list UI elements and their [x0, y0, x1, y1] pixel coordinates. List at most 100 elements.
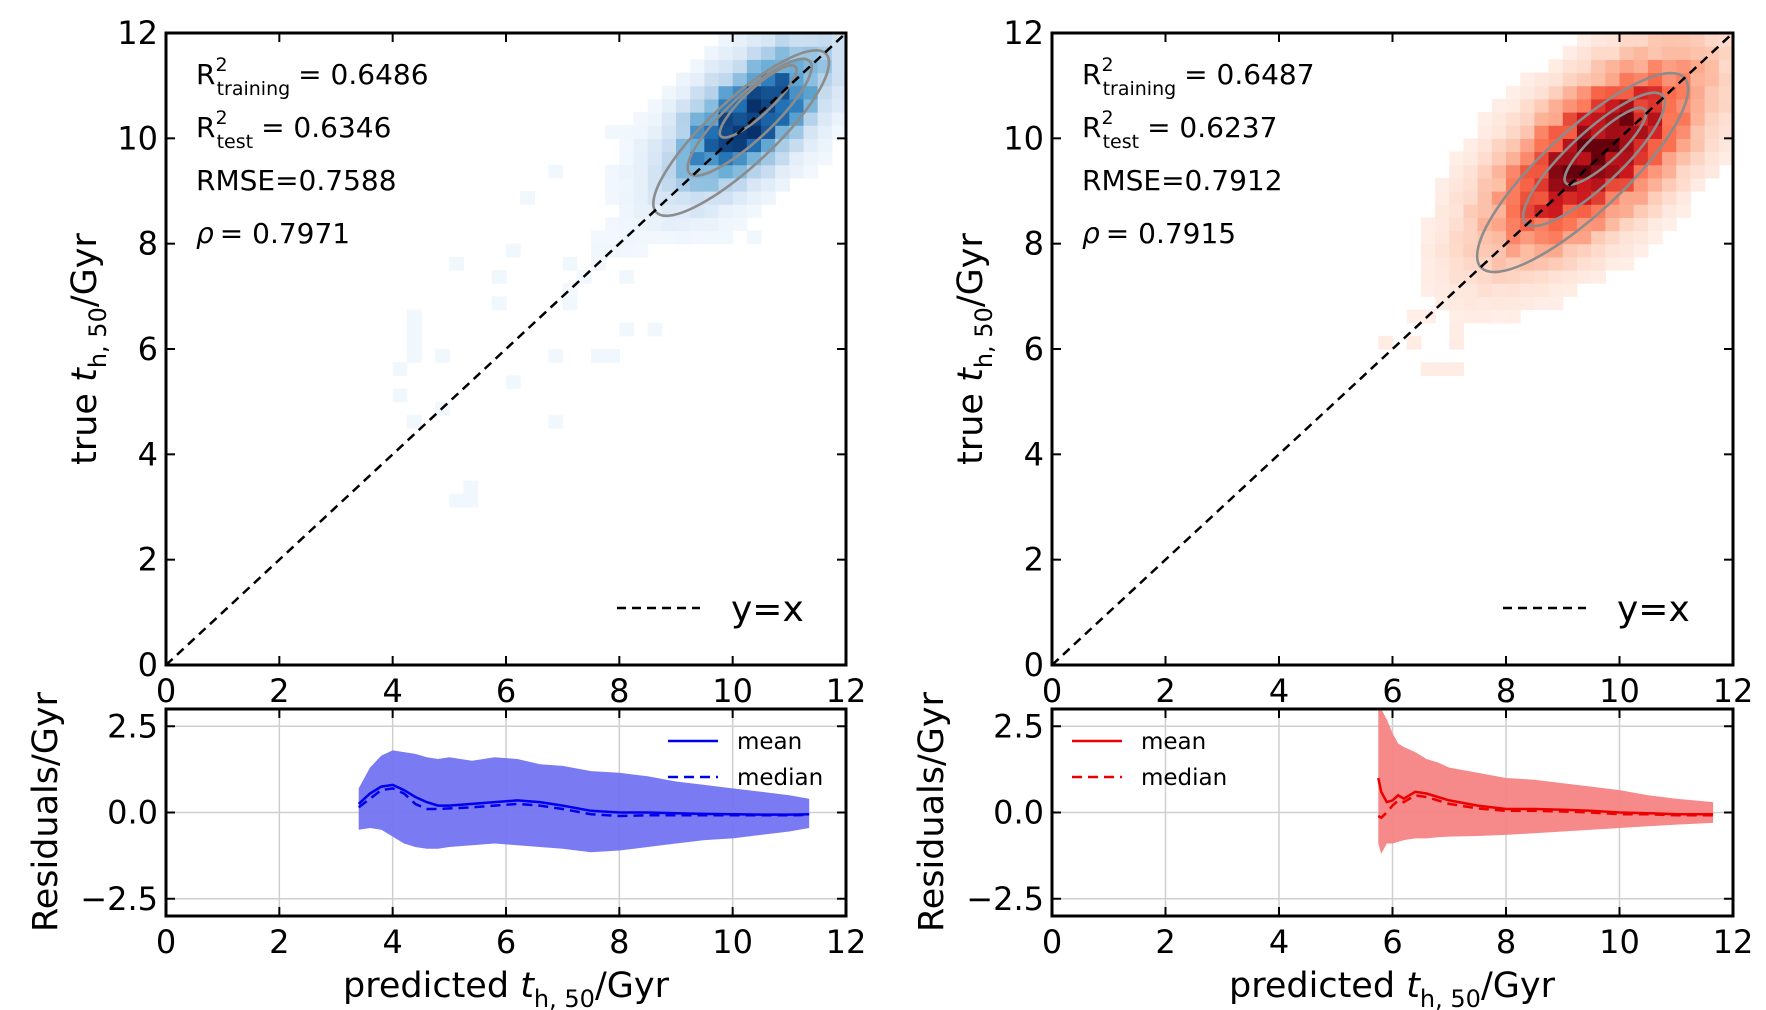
density-bin	[1506, 112, 1521, 126]
density-bin	[704, 72, 720, 87]
density-bin	[1477, 309, 1493, 324]
density-bin	[746, 59, 762, 74]
density-contour	[718, 64, 798, 139]
density-bin	[1491, 296, 1507, 311]
density-bin	[1690, 151, 1706, 166]
density-bin	[803, 164, 819, 179]
density-bin	[1690, 85, 1706, 100]
y-tick-label: 8	[138, 225, 158, 263]
density-bin	[1506, 217, 1521, 232]
density-bin	[831, 112, 846, 126]
density-bin	[817, 33, 833, 47]
density-bin	[746, 151, 762, 166]
density-bin	[1562, 112, 1578, 126]
density-bin	[1633, 217, 1649, 232]
y-tick-label: 2	[1024, 541, 1044, 579]
stats-annotation: R2 training = 0.6486 R2 test = 0.6346 RMSE=0…	[196, 54, 429, 250]
y-tick-label: −2.5	[966, 880, 1044, 918]
density-bin	[676, 230, 691, 245]
density-bin	[1633, 204, 1649, 218]
density-bin	[1676, 177, 1692, 192]
density-bin	[1647, 164, 1663, 179]
density-bin	[1477, 204, 1493, 218]
density-bin	[1520, 85, 1535, 100]
density-bin	[1562, 243, 1578, 258]
density-bin	[1662, 164, 1677, 179]
density-bin	[1605, 204, 1621, 218]
density-bin	[1647, 191, 1663, 205]
density-bin	[1647, 204, 1663, 218]
density-bin	[704, 138, 720, 153]
density-bin	[619, 177, 635, 192]
density-bin	[1506, 164, 1521, 179]
density-bin	[761, 59, 776, 74]
density-bin	[1562, 270, 1578, 284]
density-bin	[1676, 138, 1692, 153]
density-bin	[392, 388, 408, 403]
density-bin	[1562, 283, 1578, 297]
density-bin	[1406, 335, 1422, 350]
density-bin	[704, 98, 720, 113]
density-bin	[789, 164, 805, 179]
r2-superscript: 2	[1101, 54, 1113, 76]
density-bin	[1378, 335, 1394, 350]
density-bin	[1548, 256, 1564, 271]
r2-superscript: 2	[215, 107, 227, 129]
density-bin	[732, 72, 748, 87]
density-bin	[1576, 98, 1592, 113]
density-bin	[661, 98, 677, 113]
density-bin	[591, 349, 606, 363]
density-bin	[746, 230, 762, 245]
density-bin	[1704, 98, 1720, 113]
residuals-panel-right: 0 2 4 6 8 10 12 2.5 0.0 −2.5 mean median Residual…	[912, 691, 1753, 1010]
y-tick-label: 0.0	[993, 794, 1044, 832]
density-bin	[732, 33, 748, 47]
r2-training-text: R2 training = 0.6486	[196, 54, 429, 100]
density-bin	[1562, 98, 1578, 113]
density-bin	[1619, 217, 1635, 232]
density-bin	[676, 151, 691, 166]
density-bin	[1704, 125, 1720, 139]
density-bin	[803, 138, 819, 153]
density-bin	[1520, 270, 1535, 284]
legend: y=x	[617, 589, 804, 630]
density-bin	[718, 85, 734, 100]
legend: y=x	[1503, 589, 1690, 630]
density-bin	[817, 112, 833, 126]
density-bin	[831, 85, 846, 100]
density-bin	[491, 270, 507, 284]
y-tick-label: 4	[138, 435, 158, 473]
density-bin	[619, 125, 635, 139]
density-bin	[633, 164, 649, 179]
density-bin	[690, 85, 705, 100]
density-bin	[1591, 204, 1606, 218]
density-bin	[1662, 217, 1677, 232]
density-bin	[1520, 72, 1535, 87]
density-bin	[817, 125, 833, 139]
density-bin	[605, 164, 620, 179]
density-bin	[1562, 125, 1578, 139]
density-bin	[1576, 243, 1592, 258]
density-bin	[1647, 33, 1663, 47]
density-bin	[1449, 177, 1465, 192]
density-bin	[817, 151, 833, 166]
density-bin	[817, 138, 833, 153]
density-bin	[1506, 138, 1521, 153]
density-bin	[746, 177, 762, 192]
density-bin	[761, 125, 776, 139]
legend-label-mean: mean	[1141, 729, 1206, 755]
density-bin	[1662, 204, 1677, 218]
density-bin	[1449, 151, 1465, 166]
density-bin	[1591, 230, 1606, 245]
density-bin	[1605, 46, 1621, 60]
density-bin	[605, 217, 620, 232]
density-bin	[406, 309, 422, 324]
y-tick-label: 0.0	[107, 794, 158, 832]
density-bin	[1704, 138, 1720, 153]
density-bin	[1449, 230, 1465, 245]
density-bin	[1633, 177, 1649, 192]
density-bin	[1506, 243, 1521, 258]
density-bin	[690, 72, 705, 87]
density-bin	[619, 322, 635, 337]
density-bin	[647, 151, 663, 166]
